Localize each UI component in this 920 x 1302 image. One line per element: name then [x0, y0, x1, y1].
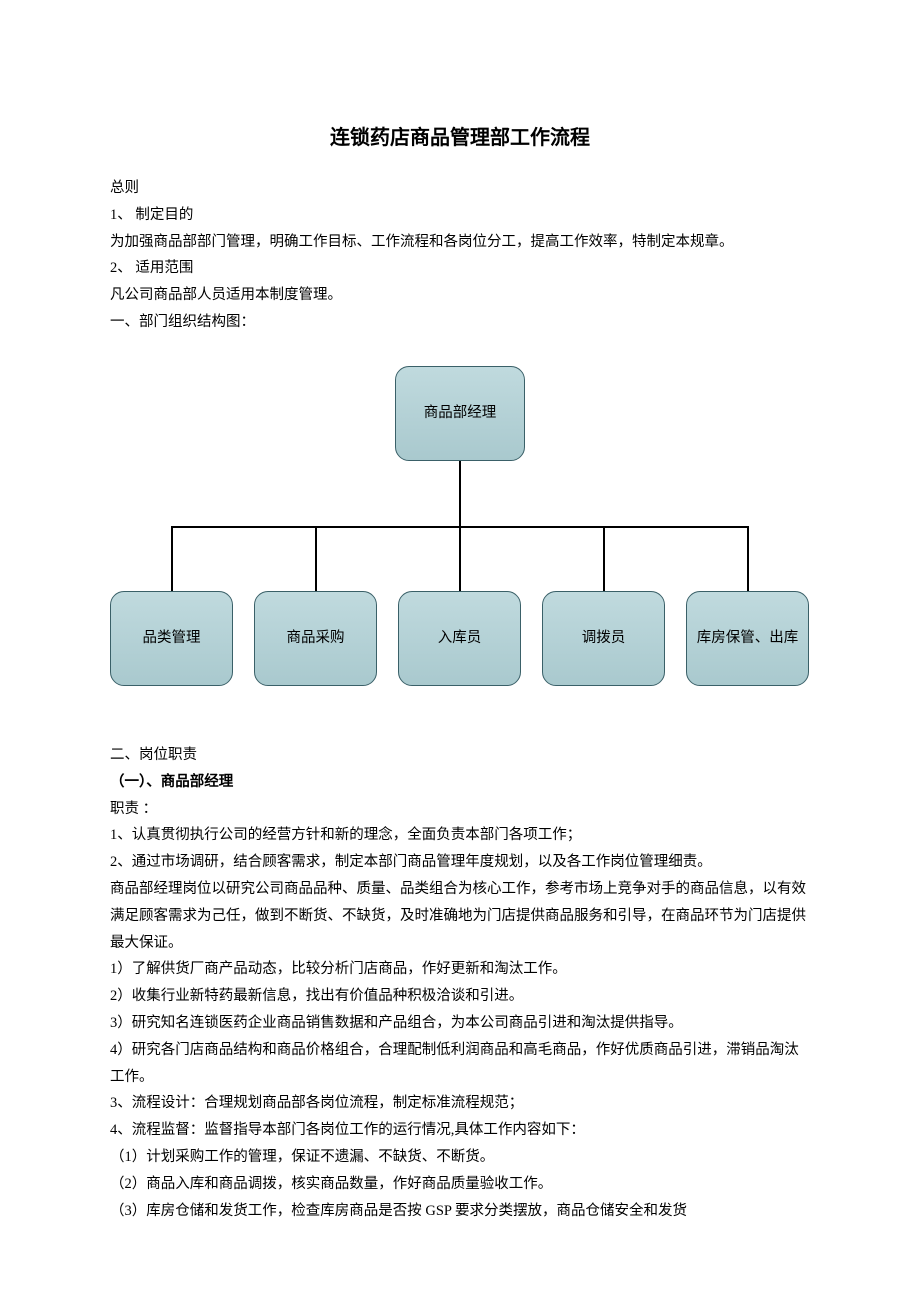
org-node-inbound: 入库员 — [398, 591, 521, 686]
item-purpose-label: 1、 制定目的 — [110, 202, 810, 229]
duty-item: 4、流程监督：监督指导本部门各岗位工作的运行情况,具体工作内容如下： — [110, 1117, 810, 1144]
org-node-manager: 商品部经理 — [395, 366, 525, 461]
org-node-procurement: 商品采购 — [254, 591, 377, 686]
item-purpose-body: 为加强商品部部门管理，明确工作目标、工作流程和各岗位分工，提高工作效率，特制定本… — [110, 229, 810, 256]
org-node-allocation: 调拨员 — [542, 591, 665, 686]
page-title: 连锁药店商品管理部工作流程 — [110, 120, 810, 157]
subsection-manager: （一）、商品部经理 — [110, 769, 810, 796]
duty-subitem: 3）研究知名连锁医药企业商品销售数据和产品组合，为本公司商品引进和淘汰提供指导。 — [110, 1010, 810, 1037]
item-scope-body: 凡公司商品部人员适用本制度管理。 — [110, 282, 810, 309]
org-chart: 商品部经理 品类管理 商品采购 入库员 调拨员 库房保管、出库 — [110, 366, 810, 736]
label-duties: 职责 ： — [110, 796, 810, 823]
section-2-heading: 二、岗位职责 — [110, 742, 810, 769]
duty-paragraph: 商品部经理岗位以研究公司商品品种、质量、品类组合为核心工作，参考市场上竞争对手的… — [110, 876, 810, 956]
org-connector — [459, 526, 461, 591]
duty-item: 3、流程设计：合理规划商品部各岗位流程，制定标准流程规范； — [110, 1090, 810, 1117]
duty-item: 1、认真贯彻执行公司的经营方针和新的理念，全面负责本部门各项工作； — [110, 822, 810, 849]
duty-subitem: 4）研究各门店商品结构和商品价格组合，合理配制低利润商品和高毛商品，作好优质商品… — [110, 1037, 810, 1091]
section-1-heading: 一、部门组织结构图： — [110, 309, 810, 336]
duty-subitem: （3）库房仓储和发货工作，检查库房商品是否按 GSP 要求分类摆放，商品仓储安全… — [110, 1198, 810, 1225]
duty-subitem: 1）了解供货厂商产品动态，比较分析门店商品，作好更新和淘汰工作。 — [110, 956, 810, 983]
heading-zongze: 总则 — [110, 175, 810, 202]
org-connector — [459, 461, 461, 526]
org-connector — [747, 526, 749, 591]
duty-subitem: （2）商品入库和商品调拨，核实商品数量，作好商品质量验收工作。 — [110, 1171, 810, 1198]
document-page: 连锁药店商品管理部工作流程 总则 1、 制定目的 为加强商品部部门管理，明确工作… — [0, 0, 920, 1285]
org-connector — [603, 526, 605, 591]
org-node-category-mgmt: 品类管理 — [110, 591, 233, 686]
item-scope-label: 2、 适用范围 — [110, 255, 810, 282]
duty-item: 2、通过市场调研，结合顾客需求，制定本部门商品管理年度规划，以及各工作岗位管理细… — [110, 849, 810, 876]
org-node-warehouse: 库房保管、出库 — [686, 591, 809, 686]
duty-subitem: （1）计划采购工作的管理，保证不遗漏、不缺货、不断货。 — [110, 1144, 810, 1171]
org-connector — [315, 526, 317, 591]
duty-subitem: 2）收集行业新特药最新信息，找出有价值品种积极洽谈和引进。 — [110, 983, 810, 1010]
org-connector — [171, 526, 173, 591]
